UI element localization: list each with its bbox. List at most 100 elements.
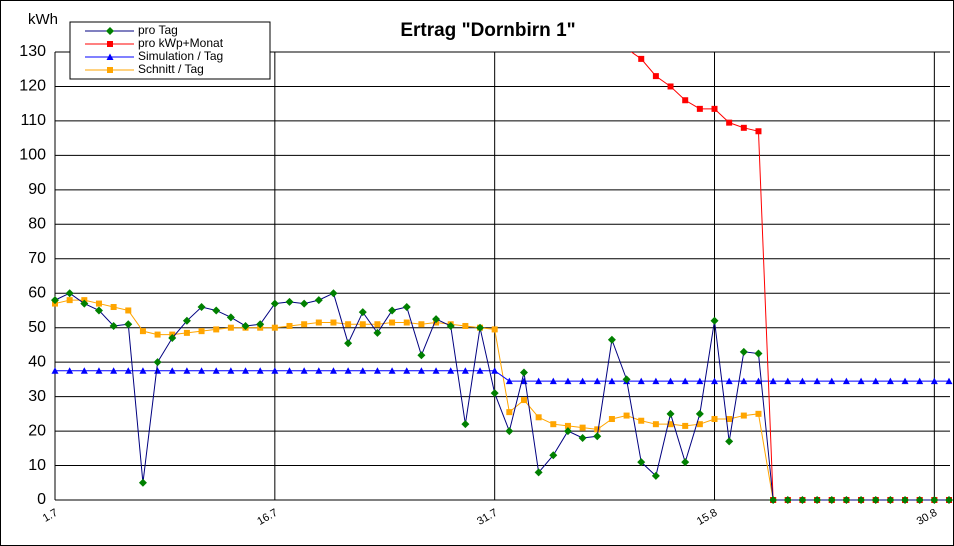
marker — [886, 496, 895, 504]
marker — [519, 368, 528, 377]
marker — [711, 377, 719, 385]
marker — [651, 471, 660, 480]
marker — [711, 416, 718, 423]
marker — [916, 377, 924, 385]
marker — [681, 377, 689, 385]
marker — [95, 300, 102, 307]
marker — [667, 83, 674, 90]
marker — [695, 409, 704, 418]
marker — [726, 416, 733, 423]
marker — [607, 335, 616, 344]
marker — [95, 367, 103, 374]
marker — [153, 358, 162, 367]
marker — [168, 334, 177, 343]
marker — [755, 410, 762, 417]
y-tick-label: 70 — [28, 250, 46, 267]
marker — [154, 367, 162, 374]
marker — [358, 308, 367, 317]
marker — [285, 367, 293, 374]
y-tick-label: 20 — [28, 422, 46, 439]
marker — [579, 377, 587, 385]
y-tick-label: 30 — [28, 388, 46, 405]
marker — [886, 377, 894, 385]
marker — [462, 322, 469, 329]
marker — [168, 367, 176, 374]
marker — [682, 97, 689, 104]
marker — [857, 496, 866, 504]
marker — [373, 328, 382, 337]
marker — [418, 321, 425, 328]
marker — [740, 124, 747, 131]
y-tick-label: 120 — [19, 78, 46, 95]
marker — [66, 367, 74, 374]
y-tick-label: 80 — [28, 216, 46, 233]
marker — [109, 321, 118, 330]
marker — [549, 377, 557, 385]
marker — [945, 377, 953, 385]
marker — [534, 468, 543, 477]
marker — [667, 421, 674, 428]
marker — [901, 377, 909, 385]
marker — [374, 321, 381, 328]
marker — [286, 322, 293, 329]
marker — [813, 377, 821, 385]
marker — [198, 367, 206, 374]
marker — [652, 377, 660, 385]
marker — [798, 496, 807, 504]
y-tick-label: 130 — [19, 43, 46, 60]
y-tick-label: 110 — [20, 112, 46, 129]
marker — [608, 377, 616, 385]
marker — [593, 377, 601, 385]
marker — [198, 328, 205, 335]
marker — [476, 323, 485, 332]
marker — [711, 105, 718, 112]
marker — [564, 422, 571, 429]
y-axis-label: kWh — [28, 11, 58, 28]
marker — [550, 421, 557, 428]
y-tick-label: 40 — [28, 353, 46, 370]
marker — [505, 427, 514, 436]
legend-label: Schnitt / Tag — [138, 62, 204, 76]
legend-label: Simulation / Tag — [138, 49, 223, 63]
marker — [842, 496, 851, 504]
marker — [271, 324, 278, 331]
marker — [594, 426, 601, 433]
marker — [901, 496, 910, 504]
marker — [872, 377, 880, 385]
marker — [638, 55, 645, 62]
marker — [520, 397, 527, 404]
marker — [945, 496, 953, 504]
marker — [256, 367, 264, 374]
marker — [345, 321, 352, 328]
marker — [403, 367, 411, 374]
y-tick-label: 0 — [37, 491, 46, 508]
marker — [447, 367, 455, 374]
marker — [138, 478, 147, 487]
marker — [314, 296, 323, 305]
marker — [667, 377, 675, 385]
marker — [242, 367, 250, 374]
marker — [417, 351, 426, 360]
marker — [329, 289, 338, 298]
y-tick-label: 50 — [28, 319, 46, 336]
marker — [725, 437, 734, 446]
marker — [638, 417, 645, 424]
legend-label: pro kWp+Monat — [138, 36, 224, 50]
series-line — [55, 370, 949, 382]
y-tick-label: 90 — [28, 181, 46, 198]
chart-title: Ertrag "Dornbirn 1" — [400, 20, 575, 41]
marker — [579, 424, 586, 431]
marker — [256, 320, 265, 329]
marker — [564, 377, 572, 385]
marker — [490, 389, 499, 398]
legend-marker — [107, 41, 113, 47]
marker — [461, 420, 470, 429]
marker — [535, 414, 542, 421]
marker — [66, 297, 73, 304]
marker — [285, 297, 294, 306]
marker — [183, 367, 191, 374]
legend-marker — [106, 27, 114, 35]
marker — [110, 304, 117, 311]
marker — [227, 367, 235, 374]
marker — [593, 432, 602, 441]
